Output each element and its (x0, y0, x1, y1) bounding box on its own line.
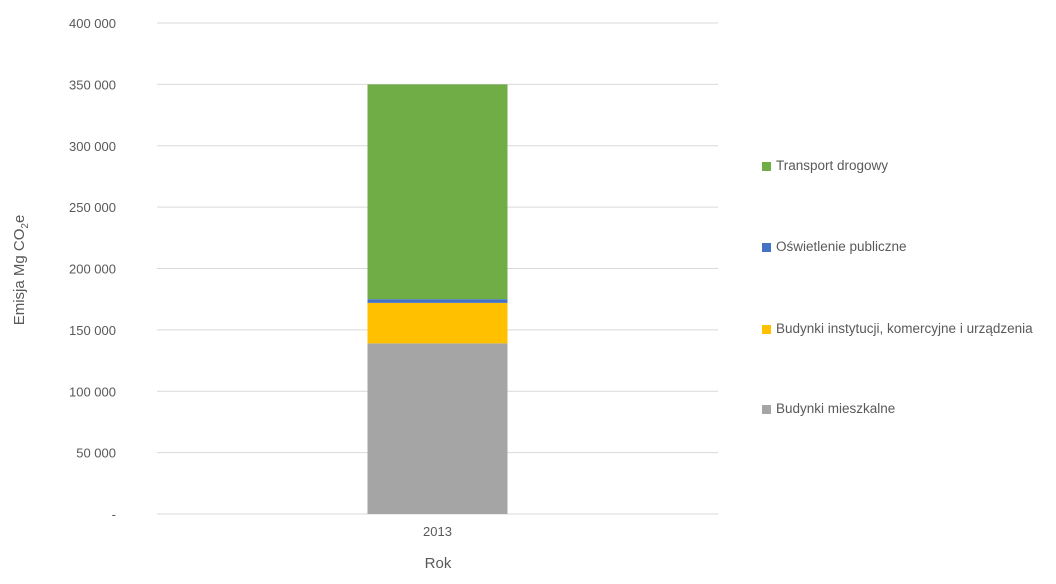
legend-item: Transport drogowy (762, 155, 1056, 177)
legend-swatch (762, 162, 771, 171)
x-axis-title: Rok (425, 555, 452, 572)
y-axis-title-main: Emisja Mg CO (11, 229, 28, 326)
legend-swatch (762, 243, 771, 252)
legend-label: Transport drogowy (776, 158, 889, 173)
x-axis-tick-labels: 2013 (423, 524, 452, 539)
y-axis-title: Emisja Mg CO2e (11, 215, 31, 326)
legend-label: Oświetlenie publiczne (776, 239, 907, 254)
legend-item: Budynki instytucji, komercyjne i urządze… (762, 318, 1056, 340)
y-tick-label: 100 000 (69, 384, 116, 399)
bar-segment (367, 299, 508, 303)
y-tick-label: 200 000 (69, 262, 116, 277)
legend-swatch (762, 325, 771, 334)
y-tick-label: 150 000 (69, 323, 116, 338)
y-tick-label: - (112, 507, 116, 522)
y-tick-label: 400 000 (69, 16, 116, 31)
stacked-bar (367, 84, 508, 514)
legend-label: Budynki mieszkalne (776, 401, 896, 416)
legend-item: Budynki mieszkalne (762, 398, 1056, 420)
bar-segment (367, 84, 508, 300)
bar-segment (367, 343, 508, 514)
y-axis-tick-labels: - 50 000 100 000 150 000 200 000 250 000 300 0… (69, 16, 116, 522)
y-tick-label: 250 000 (69, 200, 116, 215)
y-tick-label: 50 000 (76, 446, 116, 461)
x-tick-label: 2013 (423, 524, 452, 539)
y-axis-title-end: e (11, 215, 28, 223)
legend-item: Oświetlenie publiczne (762, 236, 1056, 258)
legend: Transport drogowy Oświetlenie publiczne Bu… (762, 0, 1056, 584)
y-tick-label: 350 000 (69, 77, 116, 92)
y-tick-label: 300 000 (69, 139, 116, 154)
legend-label: Budynki instytucji, komercyjne i urządze… (776, 321, 1033, 336)
bar-segment (367, 302, 508, 344)
legend-swatch (762, 405, 771, 414)
y-axis-title-subscript: 2 (20, 223, 31, 229)
